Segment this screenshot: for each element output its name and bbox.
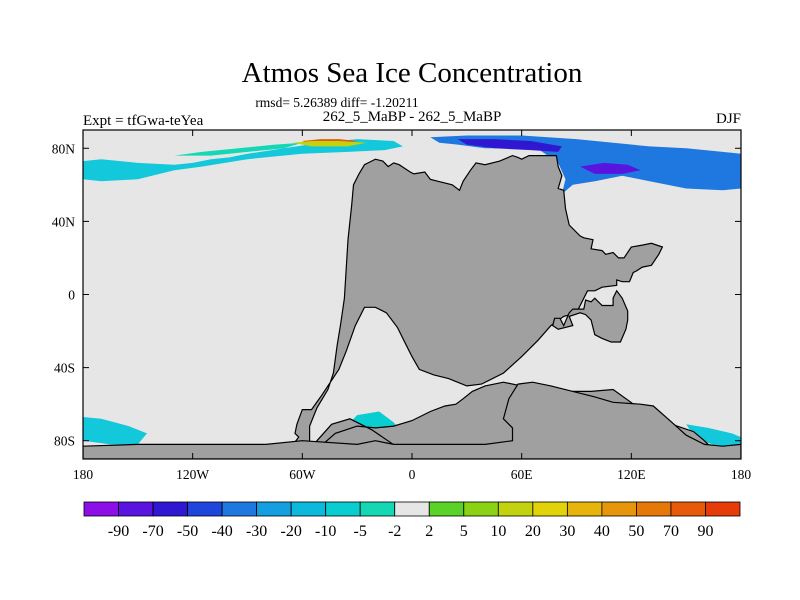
- colorbar-label-13: 30: [559, 523, 575, 540]
- anomaly-patch-antarctic-east: [686, 424, 741, 447]
- colorbar-box-16: [636, 501, 672, 517]
- x-axis-ticks: 180 120W 60W 0 60E 120E 180: [73, 130, 752, 482]
- anomaly-patch-arctic-band-west: [83, 139, 403, 182]
- anomaly-patch-antarctic-west: [83, 417, 147, 445]
- colorbar-box-12: [497, 501, 534, 517]
- land-pangea-bottom: [83, 381, 741, 459]
- season-label: DJF: [716, 111, 741, 127]
- experiment-label: Expt = tfGwa-teYea: [83, 113, 204, 129]
- anomaly-patch-arctic-east: [430, 135, 741, 194]
- x-tick-label-0: 180: [73, 467, 94, 482]
- colorbar-label-15: 50: [628, 523, 644, 540]
- anomaly-patch-arctic-east-deep: [457, 139, 562, 152]
- y-tick-label-2: 0: [68, 288, 75, 303]
- anomaly-patch-arctic-band-west-teal: [174, 142, 303, 156]
- colorbar-label-2: -50: [177, 523, 198, 540]
- colorbar-label-9: 2: [425, 523, 433, 540]
- land-east-island: [552, 289, 629, 343]
- chart-title: Atmos Sea Ice Concentration: [242, 57, 583, 89]
- colorbar-box-4: [221, 501, 258, 517]
- colorbar-box-2: [152, 501, 188, 517]
- colorbar-label-8: -2: [388, 523, 401, 540]
- y-tick-label-1: 40N: [52, 214, 76, 229]
- colorbar-label-3: -40: [211, 523, 232, 540]
- colorbar-label-5: -20: [280, 523, 301, 540]
- y-tick-label-3: 40S: [54, 361, 75, 376]
- x-tick-label-1: 120W: [176, 467, 209, 482]
- colorbar-label-1: -70: [142, 523, 163, 540]
- x-tick-label-4: 60E: [511, 467, 533, 482]
- colorbar-box-17: [670, 501, 706, 517]
- x-tick-label-2: 60W: [289, 467, 316, 482]
- y-tick-label-0: 80N: [52, 141, 76, 156]
- colorbar: -90 -70 -50 -40 -30 -20 -10 -5 -2 2 5 10 20 30 40 50 70 9…: [83, 501, 741, 540]
- y-axis-ticks: 80N 40N 0 40S 80S: [52, 141, 741, 449]
- anomaly-patch-arctic-east-mid: [580, 162, 641, 174]
- colorbar-label-7: -5: [354, 523, 367, 540]
- colorbar-label-0: -90: [108, 523, 129, 540]
- land-pangea: [265, 154, 715, 459]
- colorbar-box-9: [394, 501, 430, 517]
- colorbar-label-11: 10: [490, 523, 506, 540]
- colorbar-box-0: [83, 501, 119, 517]
- stats-label: rmsd= 5.26389 diff= -1.20211: [255, 95, 418, 110]
- colorbar-label-6: -10: [315, 523, 336, 540]
- x-tick-label-6: 180: [731, 467, 752, 482]
- x-tick-label-3: 0: [409, 467, 416, 482]
- colorbar-box-6: [290, 501, 327, 517]
- colorbar-box-1: [118, 501, 154, 517]
- colorbar-label-4: -30: [246, 523, 267, 540]
- colorbar-box-3: [187, 501, 223, 517]
- colorbar-box-13: [532, 501, 568, 517]
- x-tick-label-5: 120E: [617, 467, 646, 482]
- colorbar-box-15: [601, 501, 637, 517]
- colorbar-label-16: 70: [663, 523, 679, 540]
- colorbar-label-14: 40: [594, 523, 610, 540]
- colorbar-box-18: [705, 501, 741, 517]
- land-masses: [83, 154, 741, 459]
- y-tick-label-4: 80S: [54, 434, 75, 449]
- anomaly-patches: [83, 135, 741, 447]
- colorbar-label-17: 90: [697, 523, 713, 540]
- colorbar-label-10: 5: [460, 523, 468, 540]
- colorbar-box-5: [256, 501, 292, 517]
- colorbar-box-10: [428, 501, 465, 517]
- subtitle-label: 262_5_MaBP - 262_5_MaBP: [323, 109, 502, 125]
- colorbar-box-14: [566, 501, 603, 517]
- colorbar-label-12: 20: [525, 523, 541, 540]
- colorbar-box-11: [463, 501, 499, 517]
- colorbar-box-8: [359, 501, 396, 517]
- colorbar-box-7: [325, 501, 361, 517]
- anomaly-patch-arctic-yellow: [293, 141, 367, 147]
